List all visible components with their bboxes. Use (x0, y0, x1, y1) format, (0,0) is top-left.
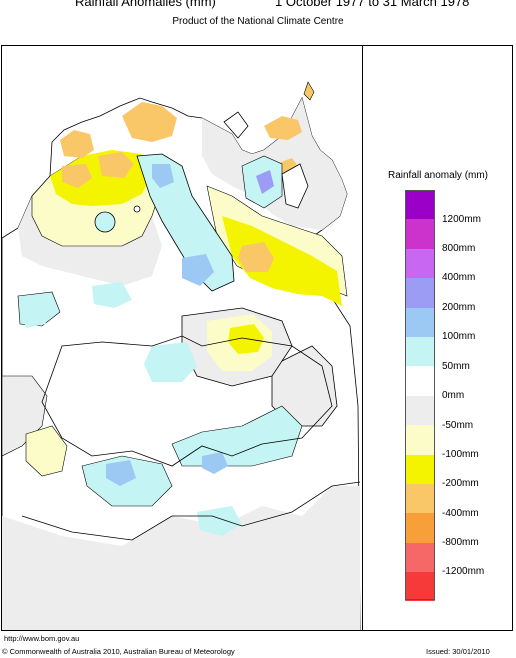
contour-0mm-south (21, 481, 361, 541)
legend-swatch (405, 483, 435, 514)
yellow-east (222, 216, 342, 306)
legend-swatch (405, 278, 435, 308)
map-period: 1 October 1977 to 31 March 1978 (275, 0, 470, 9)
cyan-south (197, 506, 242, 536)
legend-swatch (405, 542, 435, 573)
legend-swatch (405, 425, 435, 455)
cyan-west-1 (20, 302, 46, 328)
legend-label: -50mm (442, 420, 474, 431)
legend-label: -1200mm (442, 566, 485, 577)
legend-swatch (405, 395, 435, 426)
legend-swatch (405, 513, 435, 543)
legend-label: -400mm (442, 508, 479, 519)
legend-swatch (405, 307, 435, 337)
legend-label: -200mm (442, 478, 479, 489)
orange-east-1 (238, 242, 274, 272)
cyan-centre-west (144, 342, 197, 382)
cyan-north (136, 153, 235, 292)
lightyellow-west (25, 425, 68, 477)
map-title: Rainfall Anomalies (mm) (75, 0, 216, 9)
island-cape (303, 81, 315, 101)
grey-south (2, 486, 360, 630)
legend-swatch (405, 366, 435, 396)
contour-ring (94, 211, 116, 233)
island-north (223, 111, 249, 139)
map-subtitle: Product of the National Climate Centre (172, 16, 344, 27)
legend-label: 200mm (442, 302, 476, 313)
blue-north (152, 164, 174, 188)
cyan-centre (171, 405, 303, 467)
island-east (281, 163, 309, 209)
orange-north-east (264, 116, 302, 140)
blue-centre-north (182, 254, 214, 286)
blue-ne-coast (256, 170, 274, 194)
orange-north-2 (122, 102, 177, 142)
rainfall-anomaly-map (2, 81, 361, 630)
legend-label: -800mm (442, 537, 479, 548)
legend-divider (362, 45, 363, 631)
legend-label: 100mm (442, 331, 476, 342)
footer-copyright: © Commonwealth of Australia 2010, Austra… (2, 647, 235, 656)
legend-label: -100mm (442, 449, 479, 460)
grey-west (2, 375, 48, 457)
legend-label: 1200mm (442, 214, 481, 225)
orange-north-1 (60, 130, 94, 158)
footer-issued: Issued: 30/01/2010 (426, 647, 490, 656)
cyan-mid-west (92, 282, 132, 308)
orange-north-4 (62, 164, 92, 188)
legend-label: 400mm (442, 272, 476, 283)
legend-swatch (405, 219, 435, 249)
contour-0mm-centre (41, 335, 333, 467)
legend-swatch (405, 248, 435, 279)
legend-swatch (405, 336, 435, 367)
legend-label: 800mm (442, 243, 476, 254)
blue-mid-centre (202, 452, 228, 474)
footer-url[interactable]: http://www.bom.gov.au (4, 634, 80, 643)
contour-ring-small (133, 205, 141, 213)
legend-swatch (405, 190, 435, 220)
blue-mid (106, 460, 136, 486)
map-frame (1, 45, 513, 631)
orange-north-3 (98, 152, 134, 178)
legend-swatch (405, 572, 435, 602)
legend-label: 50mm (442, 361, 470, 372)
legend-title: Rainfall anomaly (mm) (387, 170, 489, 181)
legend-colorbar (405, 190, 435, 602)
legend-swatch (405, 454, 435, 484)
legend-label: 0mm (442, 390, 465, 401)
